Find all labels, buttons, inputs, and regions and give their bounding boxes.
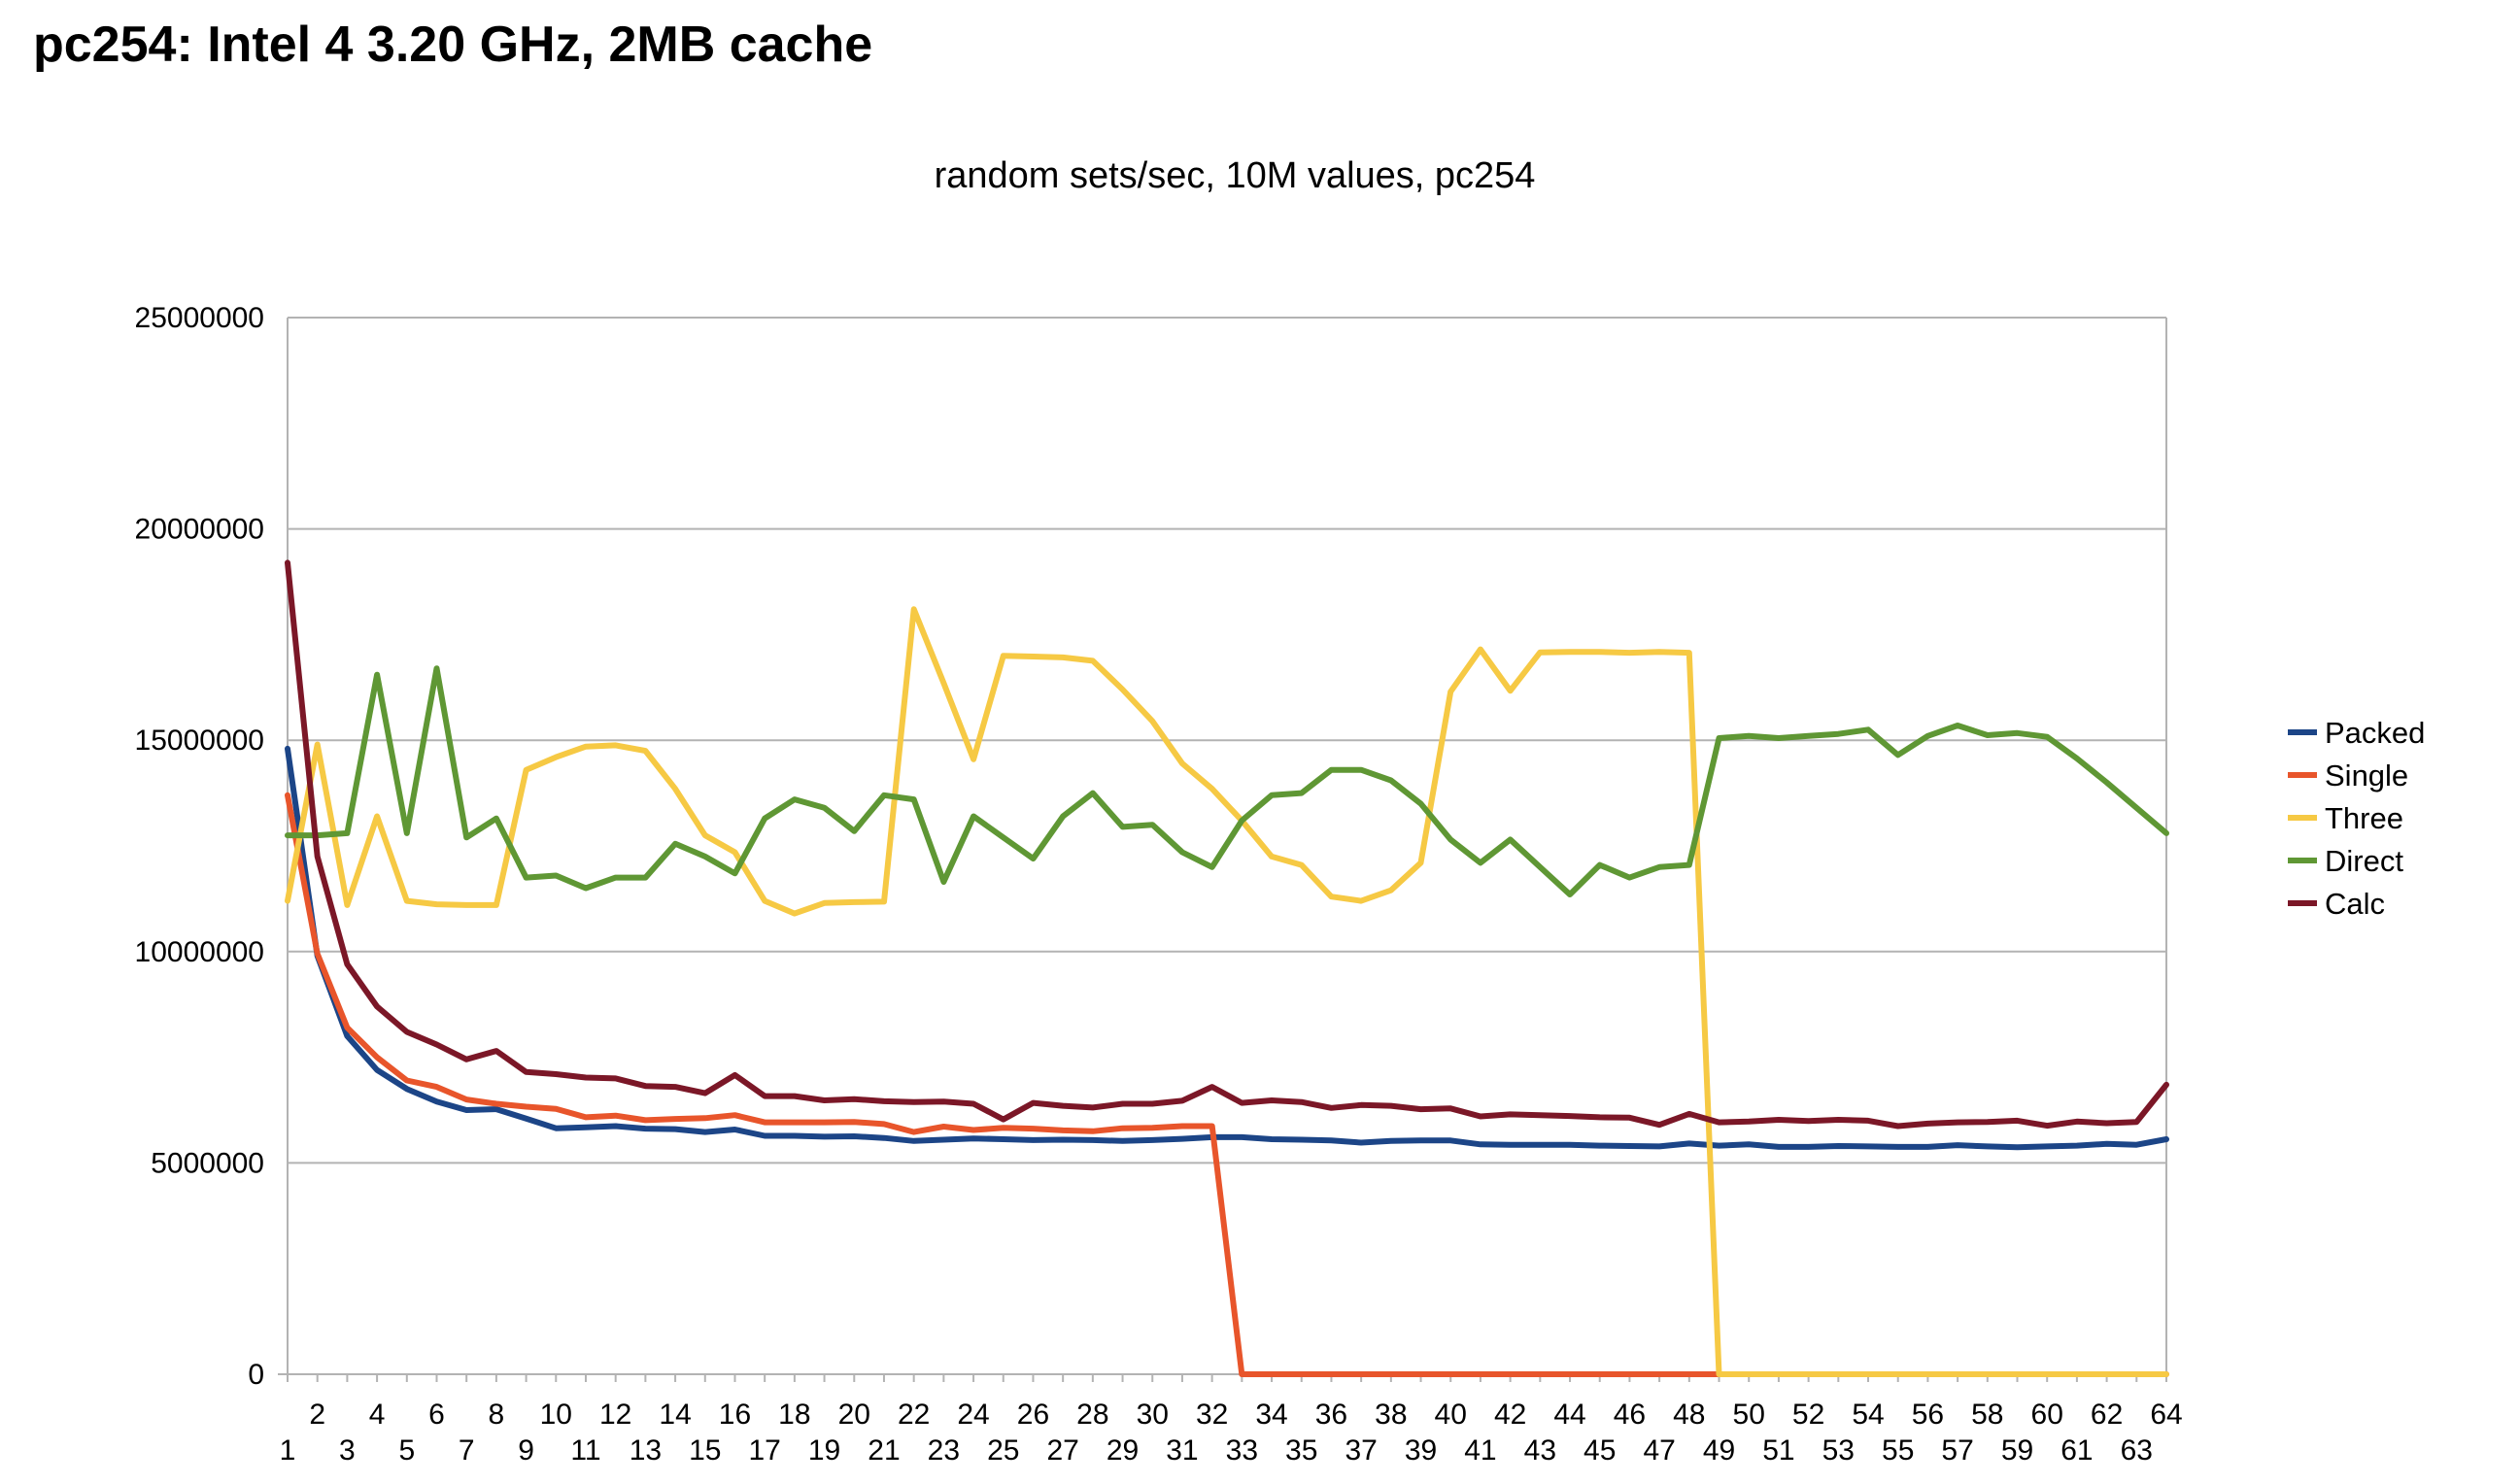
x-tick-label: 48 [1673, 1399, 1705, 1431]
x-tick-label: 62 [2091, 1399, 2123, 1431]
x-tick-label: 60 [2031, 1399, 2063, 1431]
series-line-three [285, 606, 2169, 1377]
x-tick-label: 9 [518, 1434, 534, 1467]
x-tick-label: 17 [748, 1434, 780, 1467]
x-tick-label: 27 [1046, 1434, 1078, 1467]
x-tick-label: 18 [778, 1399, 810, 1431]
x-tick-label: 16 [719, 1399, 751, 1431]
x-tick-label: 47 [1643, 1434, 1675, 1467]
chart-title: random sets/sec, 10M values, pc254 [935, 155, 1536, 196]
x-tick-label: 15 [689, 1434, 721, 1467]
grid [288, 317, 2167, 1374]
x-tick-label: 35 [1285, 1434, 1317, 1467]
x-tick-label: 29 [1107, 1434, 1139, 1467]
x-tick-label: 40 [1435, 1399, 1467, 1431]
page-title: pc254: Intel 4 3.20 GHz, 2MB cache [33, 17, 873, 73]
x-tick-label: 24 [957, 1399, 989, 1431]
x-tick-label: 44 [1553, 1399, 1585, 1431]
x-tick-label: 45 [1584, 1434, 1616, 1467]
x-tick-label: 43 [1524, 1434, 1556, 1467]
x-tick-label: 14 [659, 1399, 691, 1431]
x-tick-label: 56 [1912, 1399, 1944, 1431]
y-tick-label: 0 [248, 1359, 264, 1391]
x-tick-label: 4 [369, 1399, 386, 1431]
x-tick-label: 41 [1464, 1434, 1496, 1467]
x-tick-label: 8 [489, 1399, 505, 1431]
series-layer [285, 559, 2169, 1377]
legend-label-single: Single [2325, 759, 2408, 793]
legend-label-calc: Calc [2325, 887, 2385, 921]
series-line-packed [285, 745, 2169, 1151]
x-tick-label: 53 [1822, 1434, 1855, 1467]
x-tick-label: 2 [309, 1399, 325, 1431]
x-tick-label: 52 [1792, 1399, 1824, 1431]
x-tick-label: 6 [428, 1399, 445, 1431]
y-tick-label: 20000000 [135, 514, 264, 546]
x-tick-label: 10 [540, 1399, 572, 1431]
x-tick-label: 5 [398, 1434, 415, 1467]
x-tick-label: 58 [1971, 1399, 2003, 1431]
x-tick-label: 42 [1494, 1399, 1526, 1431]
axes: 0 5000000 10000000 15000000 20000000 25000000… [135, 302, 2183, 1467]
x-tick-label: 46 [1614, 1399, 1646, 1431]
legend-label-packed: Packed [2325, 716, 2425, 750]
x-tick-label: 38 [1375, 1399, 1407, 1431]
x-tick-label: 21 [868, 1434, 900, 1467]
x-tick-label: 31 [1166, 1434, 1198, 1467]
x-tick-label: 51 [1762, 1434, 1794, 1467]
series-line-calc [285, 559, 2169, 1130]
legend-label-direct: Direct [2325, 844, 2403, 878]
x-tick-label: 59 [2001, 1434, 2033, 1467]
legend: Packed Single Three Direct Calc [2288, 716, 2425, 921]
y-tick-label: 5000000 [151, 1147, 264, 1179]
y-tick-label: 10000000 [135, 936, 264, 968]
x-tick-label: 12 [599, 1399, 631, 1431]
x-tick-label: 63 [2121, 1434, 2153, 1467]
legend-label-three: Three [2325, 801, 2403, 835]
series-line-direct [285, 665, 2169, 897]
x-tick-label: 32 [1196, 1399, 1228, 1431]
x-tick-label: 13 [630, 1434, 662, 1467]
x-tick-label: 64 [2150, 1399, 2182, 1431]
x-tick-label: 28 [1076, 1399, 1108, 1431]
x-tick-label: 23 [928, 1434, 960, 1467]
x-tick-label: 11 [570, 1434, 600, 1467]
x-tick-label: 7 [459, 1434, 475, 1467]
x-tick-label: 49 [1703, 1434, 1735, 1467]
x-tick-label: 26 [1017, 1399, 1049, 1431]
y-tick-label: 25000000 [135, 302, 264, 334]
x-tick-label: 20 [838, 1399, 870, 1431]
x-tick-label: 36 [1315, 1399, 1347, 1431]
x-tick-label: 3 [339, 1434, 356, 1467]
x-tick-label: 22 [898, 1399, 930, 1431]
x-tick-label: 61 [2060, 1434, 2093, 1467]
x-tick-label: 34 [1255, 1399, 1287, 1431]
y-tick-label: 15000000 [135, 725, 264, 757]
x-tick-label: 33 [1226, 1434, 1258, 1467]
x-tick-label: 57 [1941, 1434, 1973, 1467]
x-tick-label: 50 [1733, 1399, 1765, 1431]
x-tick-label: 37 [1345, 1434, 1377, 1467]
x-tick-label: 39 [1405, 1434, 1437, 1467]
x-tick-label: 30 [1137, 1399, 1169, 1431]
x-tick-label: 54 [1852, 1399, 1884, 1431]
x-tick-label: 1 [280, 1434, 296, 1467]
x-tick-label: 19 [808, 1434, 840, 1467]
x-tick-label: 25 [987, 1434, 1019, 1467]
x-tick-label: 55 [1882, 1434, 1914, 1467]
